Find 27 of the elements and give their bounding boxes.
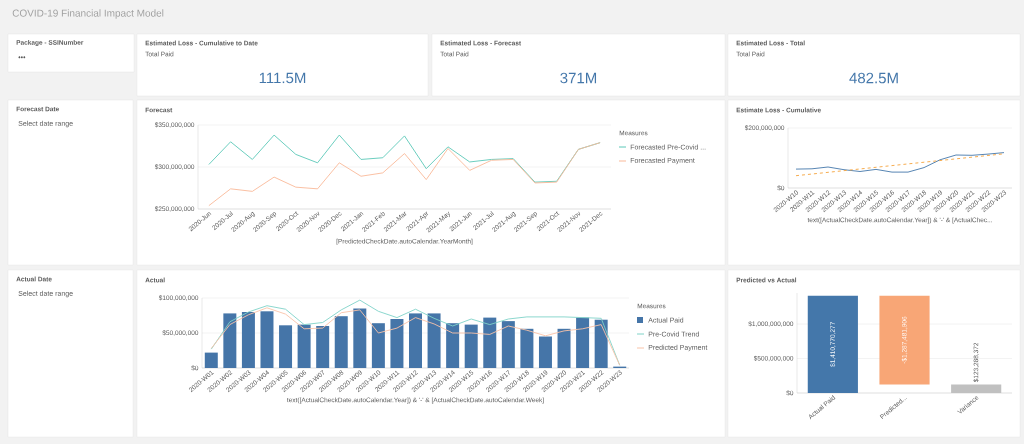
text: 111.5M [259,72,306,84]
bar [223,313,237,368]
text: COVID-19 Financial Impact Model [12,9,164,19]
bar [501,321,515,368]
bar [464,324,478,368]
line-series [208,142,601,207]
bar [446,323,460,368]
bar [483,317,497,368]
bar [594,319,608,368]
bar [260,311,274,368]
bar [316,326,330,368]
bar [409,313,422,368]
bar [576,317,590,368]
text: 482.5M [849,72,898,84]
bar [520,328,534,368]
bar [371,323,385,368]
bar [297,324,311,368]
text: 371M [560,72,597,84]
bar [279,325,293,368]
bar [241,312,255,368]
bar [557,328,571,368]
bar [334,316,348,368]
bar [353,308,367,368]
bar [427,313,441,368]
bar [390,319,404,368]
bar [204,352,218,368]
bar [538,336,552,368]
